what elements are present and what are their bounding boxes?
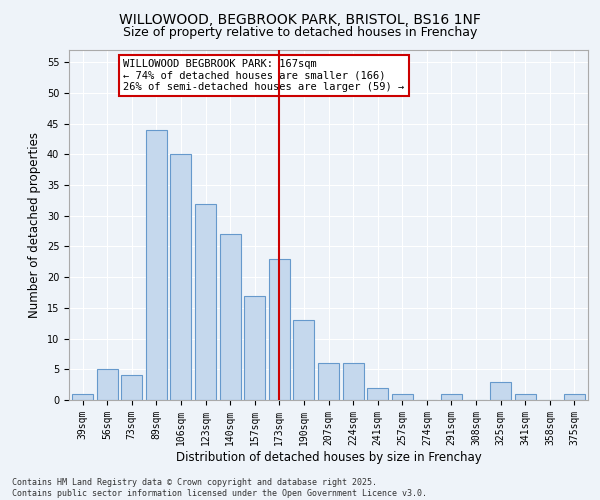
Bar xyxy=(490,382,511,400)
Bar xyxy=(97,370,118,400)
Text: WILLOWOOD, BEGBROOK PARK, BRISTOL, BS16 1NF: WILLOWOOD, BEGBROOK PARK, BRISTOL, BS16 … xyxy=(119,12,481,26)
Bar xyxy=(392,394,413,400)
Bar xyxy=(367,388,388,400)
Bar xyxy=(170,154,191,400)
Text: Contains HM Land Registry data © Crown copyright and database right 2025.
Contai: Contains HM Land Registry data © Crown c… xyxy=(12,478,427,498)
Bar xyxy=(293,320,314,400)
Text: WILLOWOOD BEGBROOK PARK: 167sqm
← 74% of detached houses are smaller (166)
26% o: WILLOWOOD BEGBROOK PARK: 167sqm ← 74% of… xyxy=(124,59,405,92)
Text: Size of property relative to detached houses in Frenchay: Size of property relative to detached ho… xyxy=(123,26,477,39)
Bar xyxy=(564,394,585,400)
Bar xyxy=(195,204,216,400)
Bar xyxy=(343,363,364,400)
Bar xyxy=(121,376,142,400)
Y-axis label: Number of detached properties: Number of detached properties xyxy=(28,132,41,318)
Bar xyxy=(220,234,241,400)
Bar xyxy=(72,394,93,400)
Bar xyxy=(146,130,167,400)
Bar xyxy=(441,394,462,400)
X-axis label: Distribution of detached houses by size in Frenchay: Distribution of detached houses by size … xyxy=(176,450,481,464)
Bar xyxy=(318,363,339,400)
Bar xyxy=(244,296,265,400)
Bar xyxy=(515,394,536,400)
Bar xyxy=(269,259,290,400)
